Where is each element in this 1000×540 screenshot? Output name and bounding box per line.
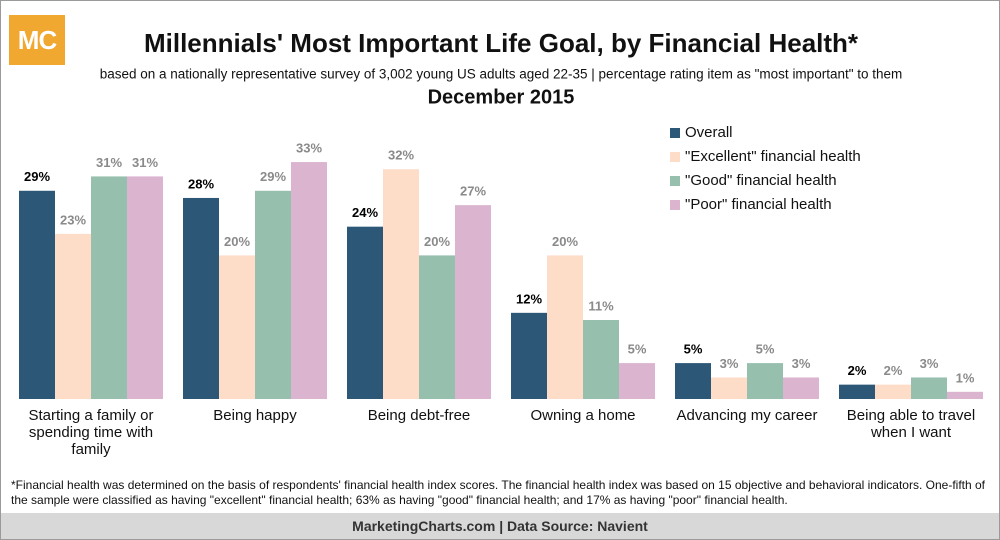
legend-swatch: [670, 152, 680, 162]
x-tick-label: Owning a home: [530, 407, 636, 424]
x-tick-label: Starting a family or spending time with …: [28, 407, 154, 458]
value-label: 12%: [516, 291, 542, 306]
value-label: 2%: [848, 363, 867, 378]
bar: [91, 176, 127, 399]
legend-swatch: [670, 200, 680, 210]
value-label: 32%: [388, 148, 414, 163]
value-label: 1%: [956, 370, 975, 385]
bar: [183, 197, 219, 399]
legend-swatch: [670, 128, 680, 138]
value-label: 20%: [424, 234, 450, 249]
chart-subtitle: based on a nationally representative sur…: [100, 67, 903, 82]
bar: [947, 391, 983, 399]
value-label: 23%: [60, 212, 86, 227]
value-label: 20%: [552, 234, 578, 249]
bar: [547, 255, 583, 399]
value-label: 27%: [460, 184, 486, 199]
value-label: 3%: [920, 356, 939, 371]
value-label: 28%: [188, 176, 214, 191]
x-tick-label: Being able to travel when I want: [846, 407, 976, 441]
bar: [839, 384, 875, 399]
value-label: 3%: [792, 356, 811, 371]
value-label: 11%: [588, 298, 614, 313]
bar: [911, 377, 947, 399]
legend-label: Overall: [685, 124, 733, 141]
bar: [583, 320, 619, 399]
bar: [127, 176, 163, 399]
bar: [419, 255, 455, 399]
bar: [875, 384, 911, 399]
bar: [711, 377, 747, 399]
bar: [55, 233, 91, 399]
bar: [455, 205, 491, 399]
x-tick-label: Being debt-free: [367, 407, 471, 424]
x-tick-label: Advancing my career: [676, 407, 818, 424]
chart-date: December 2015: [428, 86, 575, 108]
legend-swatch: [670, 176, 680, 186]
logo: MC: [9, 15, 65, 65]
legend-label: "Poor" financial health: [685, 196, 832, 213]
bar: [511, 312, 547, 399]
bar: [291, 162, 327, 399]
bar: [347, 226, 383, 399]
value-label: 24%: [352, 205, 378, 220]
value-label: 5%: [684, 342, 703, 357]
value-label: 33%: [296, 140, 322, 155]
value-label: 29%: [24, 169, 50, 184]
value-label: 31%: [96, 155, 122, 170]
bar: [383, 169, 419, 399]
value-label: 3%: [720, 356, 739, 371]
bar: [255, 190, 291, 399]
value-label: 2%: [884, 363, 903, 378]
bar: [675, 363, 711, 399]
value-label: 31%: [132, 155, 158, 170]
bar: [747, 363, 783, 399]
value-label: 5%: [628, 342, 647, 357]
x-tick-label: Being happy: [213, 407, 297, 424]
value-label: 29%: [260, 169, 286, 184]
chart: Millennials' Most Important Life Goal, b…: [19, 28, 983, 399]
chart-title: Millennials' Most Important Life Goal, b…: [144, 28, 859, 58]
legend-label: "Excellent" financial health: [685, 148, 861, 165]
bar: [783, 377, 819, 399]
source: MarketingCharts.com | Data Source: Navie…: [1, 513, 999, 539]
footnote: *Financial health was determined on the …: [11, 478, 985, 507]
value-label: 20%: [224, 234, 250, 249]
bar: [619, 363, 655, 399]
legend-label: "Good" financial health: [685, 172, 837, 189]
bar: [19, 190, 55, 399]
value-label: 5%: [756, 342, 775, 357]
bar: [219, 255, 255, 399]
